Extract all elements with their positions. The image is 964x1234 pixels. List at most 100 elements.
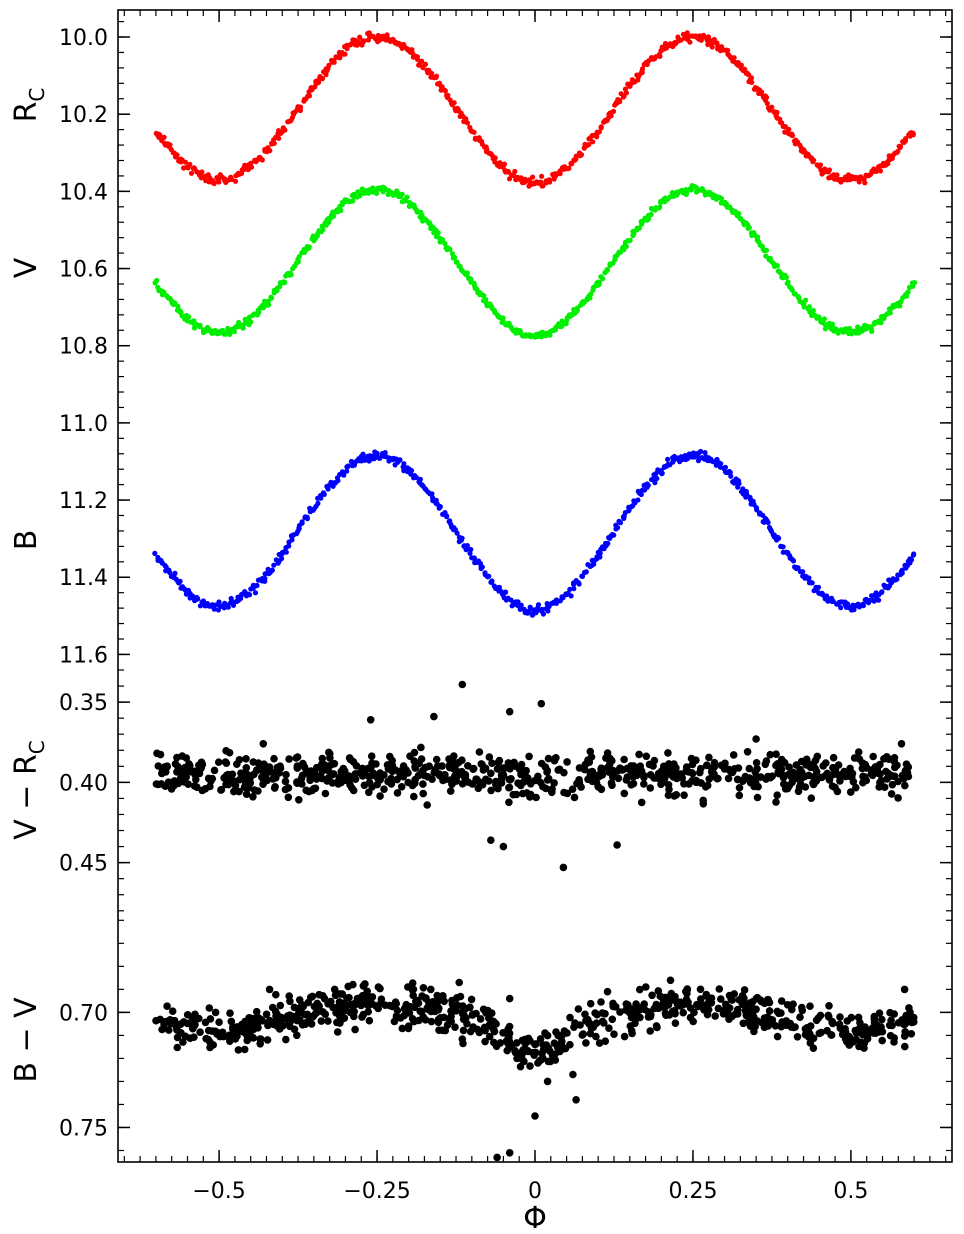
- point-bv: [526, 1062, 534, 1070]
- point-vr: [433, 762, 442, 770]
- point-R_C: [586, 142, 592, 148]
- point-R_C: [463, 116, 469, 122]
- point-bv: [398, 1024, 407, 1033]
- outlier-vr: [897, 740, 906, 748]
- point-bv: [546, 1057, 555, 1066]
- point-B: [254, 582, 260, 589]
- point-bv: [173, 1022, 182, 1030]
- point-vr: [494, 758, 503, 767]
- point-bv: [860, 1039, 869, 1047]
- point-B: [806, 575, 812, 581]
- point-R_C: [422, 61, 429, 67]
- point-B: [283, 549, 289, 555]
- point-V: [457, 263, 463, 269]
- point-R_C: [414, 56, 420, 62]
- point-R_C: [323, 72, 329, 78]
- point-vr: [329, 770, 338, 778]
- point-vr: [364, 764, 373, 773]
- point-V: [500, 316, 506, 322]
- point-vr: [452, 777, 461, 785]
- point-bv: [459, 1007, 468, 1015]
- point-bv: [235, 1024, 243, 1033]
- point-R_C: [161, 134, 167, 140]
- point-V: [806, 304, 813, 310]
- point-B: [304, 514, 310, 520]
- point-vr: [312, 775, 321, 783]
- point-bv: [205, 1004, 214, 1012]
- outlier-vr: [752, 735, 760, 743]
- point-bv: [686, 1004, 695, 1012]
- point-bv: [660, 1003, 669, 1012]
- point-vr: [161, 767, 169, 776]
- point-bv: [907, 1030, 916, 1038]
- axes: [117, 9, 953, 1163]
- point-R_C: [764, 100, 770, 107]
- point-vr: [346, 781, 354, 789]
- outlier-bv: [427, 985, 435, 994]
- point-vr: [780, 780, 788, 788]
- point-R_C: [342, 51, 348, 57]
- point-vr: [846, 788, 855, 796]
- point-R_C: [174, 152, 180, 158]
- point-vr: [551, 754, 559, 763]
- point-V: [442, 241, 448, 247]
- point-B: [315, 500, 321, 506]
- point-bv: [405, 1009, 414, 1017]
- point-bv: [642, 983, 650, 991]
- point-R_C: [705, 41, 711, 48]
- point-B: [560, 595, 566, 601]
- point-vr: [901, 781, 909, 790]
- point-vr: [352, 762, 361, 770]
- point-vr: [153, 749, 161, 758]
- point-bv: [640, 1000, 648, 1008]
- point-B: [744, 491, 750, 497]
- point-B: [765, 519, 771, 526]
- point-vr: [812, 777, 821, 785]
- point-vr: [492, 777, 500, 786]
- point-bv: [257, 1016, 266, 1024]
- x-axis-label: Φ: [523, 1201, 547, 1234]
- point-vr: [393, 789, 402, 797]
- point-B: [177, 578, 183, 585]
- y-label-vr: V − RC: [9, 740, 49, 840]
- point-bv: [608, 1015, 617, 1024]
- point-vr: [622, 776, 631, 784]
- point-bv: [472, 1009, 480, 1018]
- point-vr: [592, 778, 601, 787]
- point-V: [631, 231, 637, 237]
- point-vr: [554, 766, 562, 774]
- point-bv: [428, 999, 437, 1007]
- point-B: [374, 450, 380, 456]
- point-vr: [766, 750, 774, 759]
- data-points: [152, 30, 918, 1162]
- point-V: [265, 298, 271, 304]
- point-vr: [487, 786, 495, 795]
- point-bv: [419, 1013, 428, 1021]
- point-vr: [475, 748, 484, 756]
- point-R_C: [306, 93, 313, 99]
- point-V: [564, 317, 570, 323]
- point-B: [225, 604, 231, 610]
- point-bv: [335, 1002, 343, 1010]
- point-R_C: [889, 155, 895, 161]
- point-vr: [201, 785, 210, 793]
- point-bv: [741, 1000, 749, 1008]
- point-bv: [408, 979, 417, 987]
- point-vr: [222, 759, 231, 767]
- point-R_C: [639, 70, 645, 76]
- point-bv: [904, 1016, 912, 1025]
- point-bv: [711, 1012, 719, 1020]
- point-vr: [507, 775, 515, 783]
- point-bv: [788, 1005, 796, 1014]
- point-bv: [473, 1025, 482, 1034]
- point-B: [728, 473, 734, 479]
- point-bv: [841, 1028, 850, 1036]
- point-vr: [627, 767, 635, 775]
- point-vr: [267, 768, 276, 776]
- point-bv: [211, 1008, 220, 1017]
- point-vr: [735, 784, 744, 792]
- point-B: [444, 513, 450, 519]
- point-R_C: [259, 157, 265, 163]
- point-R_C: [471, 129, 477, 135]
- point-R_C: [501, 161, 507, 167]
